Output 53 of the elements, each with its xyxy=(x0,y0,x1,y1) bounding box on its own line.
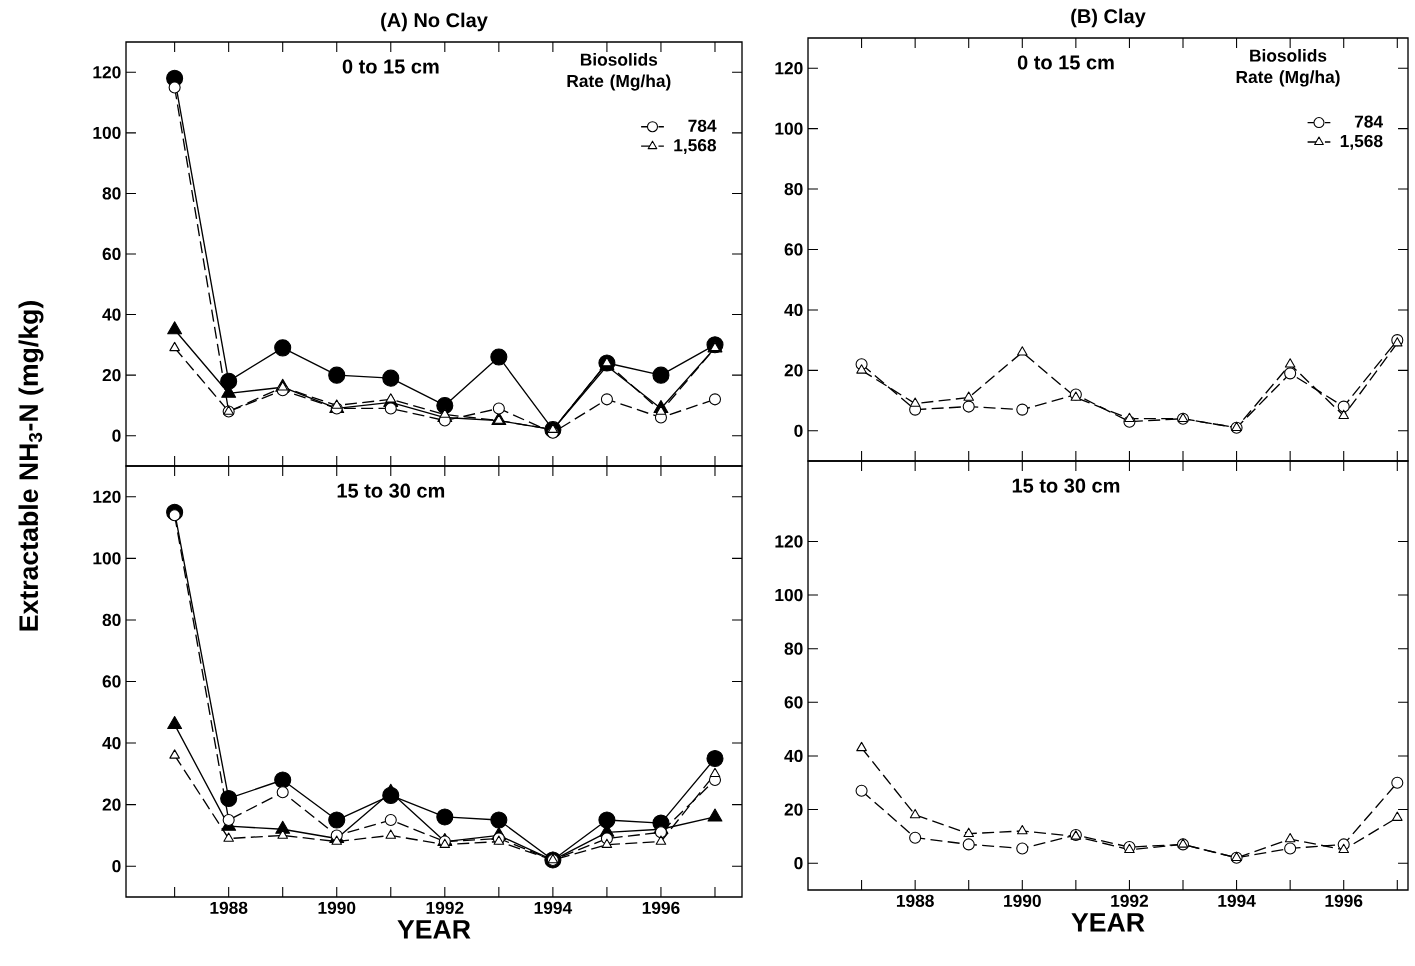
y-tick-label: 60 xyxy=(784,243,803,256)
y-tick-label: 120 xyxy=(775,62,803,75)
y-tick-label: 40 xyxy=(102,308,121,321)
legend-label: 784 xyxy=(688,119,717,132)
y-tick-label: 60 xyxy=(102,675,121,688)
y-tick-label: 20 xyxy=(784,803,803,816)
y-tick-label: 60 xyxy=(102,247,121,261)
y-tick-label: 0 xyxy=(112,429,121,442)
x-tick-label: 1990 xyxy=(1004,894,1041,907)
legend-title: Biosolids Rate (Mg/ha) xyxy=(1236,49,1340,87)
x-tick-label: 1988 xyxy=(210,901,248,914)
x-tick-label: 1990 xyxy=(318,901,356,914)
y-tick-label: 120 xyxy=(93,66,121,79)
annotation: 0 to 15 cm xyxy=(1017,55,1114,70)
y-axis-title: Extractable NH$_{3}$-N (mg/kg) xyxy=(18,301,44,631)
x-tick-label: 1996 xyxy=(1325,894,1363,907)
x-tick-label: 1992 xyxy=(1111,894,1149,907)
y-tick-label: 100 xyxy=(93,126,121,139)
x-tick-label: 1994 xyxy=(1218,894,1256,907)
y-tick-label: 80 xyxy=(784,182,803,196)
y-tick-label: 100 xyxy=(775,122,803,135)
y-tick-label: 100 xyxy=(775,588,803,602)
y-tick-label: 20 xyxy=(784,364,803,377)
x-axis-title: YEAR xyxy=(397,920,471,939)
y-tick-label: 0 xyxy=(794,857,803,870)
y-tick-label: 60 xyxy=(784,696,803,709)
annotation: 15 to 30 cm xyxy=(337,483,445,498)
chart-title: (B) Clay xyxy=(1071,8,1146,28)
chart-title: (A) No Clay xyxy=(381,12,488,32)
y-tick-label: 0 xyxy=(794,424,803,437)
legend-label: 784 xyxy=(1354,115,1383,128)
y-tick-label: 80 xyxy=(784,642,803,655)
y-tick-label: 120 xyxy=(93,490,121,503)
x-tick-label: 1994 xyxy=(534,901,573,914)
y-tick-label: 0 xyxy=(112,860,121,873)
legend-label: 1,568 xyxy=(1340,134,1383,150)
x-tick-label: 1988 xyxy=(896,894,934,907)
annotation: 15 to 30 cm xyxy=(1012,478,1120,493)
y-tick-label: 40 xyxy=(784,303,803,317)
x-tick-label: 1992 xyxy=(426,901,464,914)
y-tick-label: 40 xyxy=(102,736,121,750)
y-tick-label: 100 xyxy=(93,552,121,565)
x-axis-title: YEAR xyxy=(1071,913,1145,932)
annotation: 0 to 15 cm xyxy=(342,59,439,74)
y-tick-label: 120 xyxy=(775,535,803,548)
y-tick-label: 80 xyxy=(102,613,121,627)
y-tick-label: 20 xyxy=(102,368,121,382)
legend-title: Biosolids Rate (Mg/ha) xyxy=(567,53,671,91)
legend-label: 1,568 xyxy=(674,139,717,154)
y-tick-label: 40 xyxy=(784,749,803,763)
y-tick-label: 80 xyxy=(102,187,121,200)
y-tick-label: 20 xyxy=(102,798,121,811)
x-tick-label: 1996 xyxy=(642,901,680,914)
